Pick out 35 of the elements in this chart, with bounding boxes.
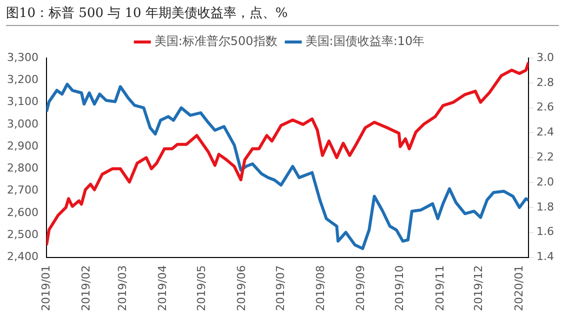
y2-tick-label: 3.0	[536, 50, 554, 64]
y2-tick-label: 1.8	[536, 200, 554, 214]
y2-tick-label: 2.0	[536, 175, 554, 188]
y2-tick-label: 1.4	[536, 250, 554, 264]
y-tick-label: 2,800	[6, 162, 38, 175]
x-tick-label: 2019/06	[235, 265, 248, 312]
x-tick-label: 2019/04	[156, 265, 169, 312]
y-tick-label: 3,300	[6, 50, 38, 64]
x-tick-label: 2019/10	[393, 265, 406, 312]
y2-tick-label: 2.8	[536, 76, 554, 89]
y-tick-label: 2,700	[6, 184, 38, 197]
y-tick-label: 2,900	[6, 139, 38, 152]
x-tick-label: 2019/02	[80, 265, 93, 312]
y2-tick-label: 2.4	[536, 126, 554, 139]
x-tick-label: 2019/08	[314, 265, 328, 312]
legend-label: 美国:国债收益率:10年	[305, 34, 425, 48]
y-tick-label: 3,000	[6, 117, 38, 130]
x-tick-label: 2019/12	[472, 265, 486, 312]
x-tick-label: 2019/11	[433, 265, 446, 312]
y-tick-label: 3,200	[6, 73, 38, 86]
legend-label: 美国:标准普尔500指数	[154, 34, 278, 48]
x-tick-label: 2019/01	[39, 265, 52, 312]
y-tick-label: 2,400	[6, 250, 38, 264]
y-tick-label: 3,100	[6, 95, 38, 108]
y2-tick-label: 2.6	[536, 100, 554, 114]
x-tick-label: 2020/01	[512, 265, 526, 312]
x-tick-label: 2019/05	[194, 265, 208, 312]
y2-tick-label: 1.6	[536, 225, 554, 238]
chart-title: 图10：标普 500 与 10 年期美债收益率，点、%	[6, 4, 559, 26]
y-tick-label: 2,600	[6, 206, 38, 219]
x-tick-label: 2019/09	[354, 265, 368, 312]
x-tick-label: 2019/07	[274, 265, 287, 312]
y-tick-label: 2,500	[6, 228, 38, 242]
x-tick-label: 2019/03	[116, 265, 129, 312]
y2-tick-label: 2.2	[536, 150, 554, 164]
